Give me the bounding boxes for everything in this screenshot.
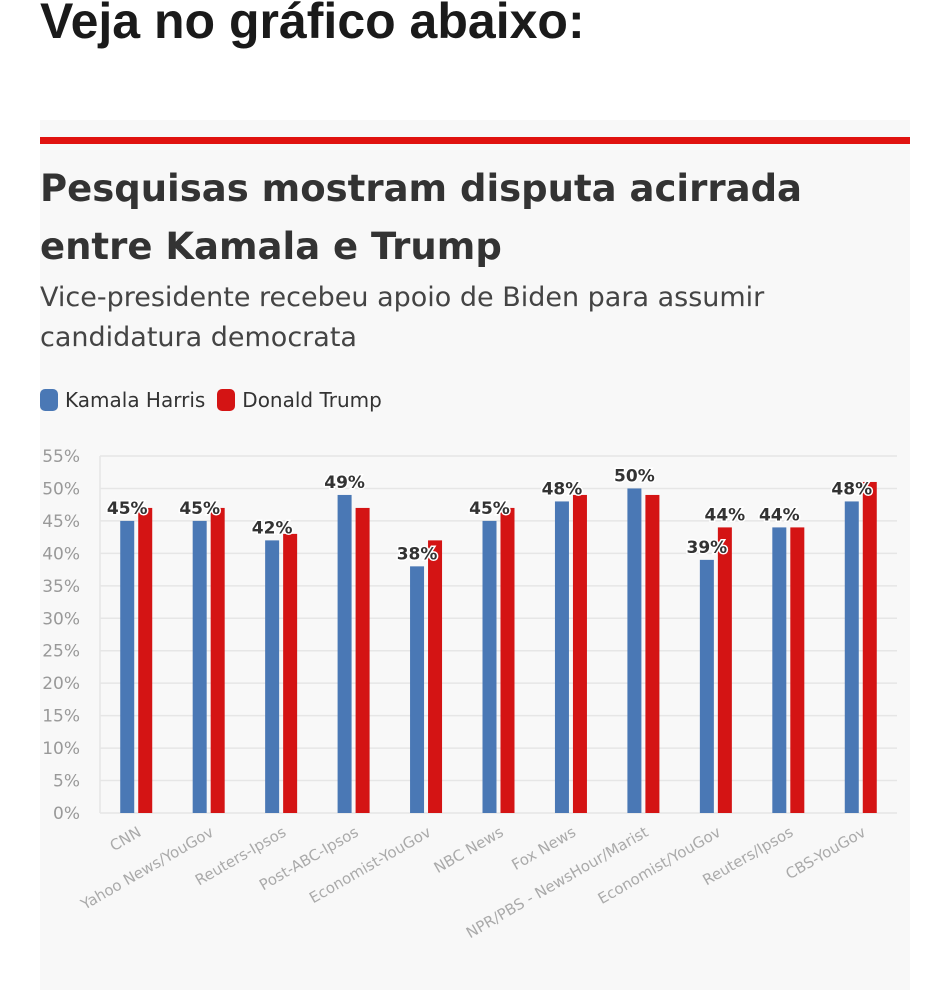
data-label: 45%: [107, 499, 148, 519]
headline: Veja no gráfico abaixo:: [40, 0, 585, 49]
bar-trump[interactable]: [210, 507, 225, 813]
data-label: 45%: [469, 499, 510, 519]
legend-item-trump[interactable]: Donald Trump: [217, 388, 382, 412]
bar-kamala[interactable]: [265, 540, 280, 813]
bar-kamala[interactable]: [554, 501, 569, 813]
y-tick-label: 15%: [42, 707, 80, 727]
data-label: 44%: [759, 505, 800, 525]
y-tick-label: 0%: [53, 804, 80, 824]
bar-kamala[interactable]: [120, 520, 135, 813]
legend-item-kamala[interactable]: Kamala Harris: [40, 388, 205, 412]
bar-kamala[interactable]: [482, 520, 497, 813]
bar-trump[interactable]: [500, 507, 515, 813]
data-label: 50%: [614, 466, 655, 486]
x-tick-label: CBS-YouGov: [783, 823, 869, 883]
legend-label: Kamala Harris: [65, 388, 206, 412]
x-tick-label: NBC News: [431, 823, 507, 877]
chart-subtitle: Vice-presidente recebeu apoio de Biden p…: [40, 282, 765, 353]
data-label: 49%: [324, 473, 365, 493]
bar-trump[interactable]: [283, 533, 298, 813]
bar-kamala[interactable]: [772, 527, 787, 813]
x-tick-label: Economist/YouGov: [595, 823, 724, 908]
y-tick-label: 50%: [42, 479, 80, 499]
bar-trump[interactable]: [428, 540, 443, 813]
data-label: 38%: [397, 544, 438, 564]
bar-kamala[interactable]: [337, 494, 352, 813]
x-tick-label: Economist-YouGov: [306, 823, 434, 907]
y-tick-label: 35%: [42, 577, 80, 597]
chart-card: Pesquisas mostram disputa acirrada entre…: [40, 120, 910, 990]
bar-kamala[interactable]: [410, 566, 425, 813]
data-label: 39%: [687, 538, 728, 558]
bar-kamala[interactable]: [844, 501, 859, 813]
y-tick-label: 55%: [42, 447, 80, 467]
x-tick-label: CNN: [107, 823, 145, 855]
legend: Kamala Harris Donald Trump: [40, 388, 382, 412]
y-tick-label: 10%: [42, 739, 80, 759]
data-label: 44%: [705, 505, 746, 525]
bar-kamala[interactable]: [192, 520, 207, 813]
y-tick-label: 5%: [53, 772, 80, 792]
y-tick-label: 30%: [42, 609, 80, 629]
y-tick-label: 25%: [42, 642, 80, 662]
bar-trump[interactable]: [717, 527, 732, 813]
bar-trump[interactable]: [138, 507, 153, 813]
data-label: 48%: [542, 479, 583, 499]
chart-title: Pesquisas mostram disputa acirrada entre…: [40, 167, 803, 268]
legend-swatch-kamala: [40, 389, 58, 411]
x-tick-label: Yahoo News/YouGov: [77, 823, 217, 914]
data-label: 45%: [179, 499, 220, 519]
data-label: 48%: [831, 479, 872, 499]
y-tick-label: 45%: [42, 512, 80, 532]
y-tick-label: 20%: [42, 674, 80, 694]
red-divider: [40, 137, 910, 144]
bar-trump[interactable]: [645, 494, 660, 813]
legend-label: Donald Trump: [242, 388, 382, 412]
bar-trump[interactable]: [572, 494, 587, 813]
bar-trump[interactable]: [862, 481, 877, 813]
bar-trump[interactable]: [790, 527, 805, 813]
data-label: 42%: [252, 518, 293, 538]
legend-swatch-trump: [217, 389, 236, 411]
bar-kamala[interactable]: [627, 488, 642, 813]
bar-kamala[interactable]: [699, 559, 714, 813]
bar-trump[interactable]: [355, 507, 370, 813]
y-tick-label: 40%: [42, 544, 80, 564]
